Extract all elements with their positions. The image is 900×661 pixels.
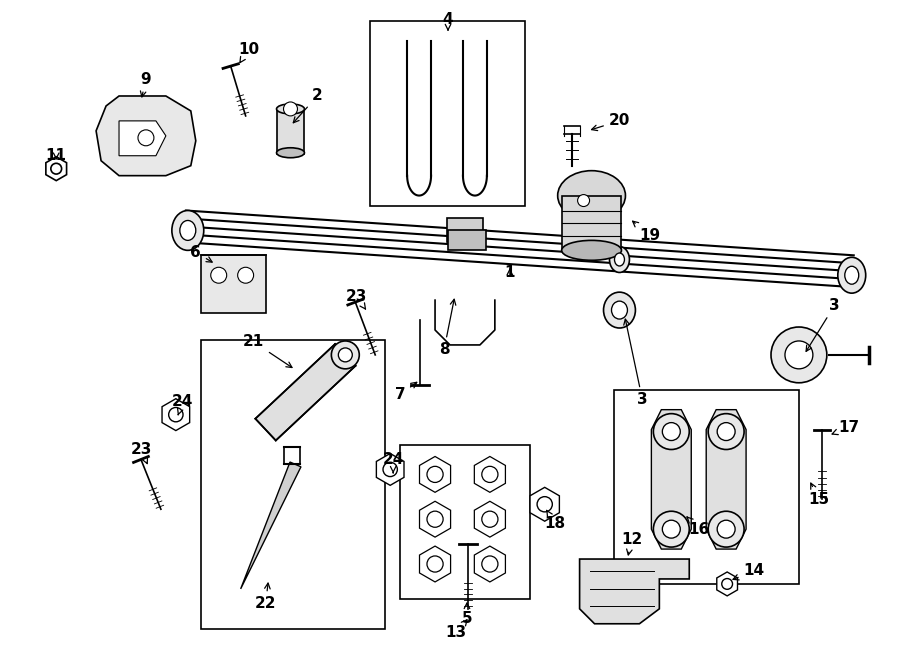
Polygon shape: [474, 501, 506, 537]
Ellipse shape: [558, 171, 626, 221]
Bar: [562, 196, 622, 251]
Polygon shape: [530, 487, 560, 521]
Text: 4: 4: [443, 12, 454, 30]
Bar: [448, 231, 486, 251]
Circle shape: [138, 130, 154, 146]
Text: 1: 1: [505, 265, 515, 280]
Circle shape: [284, 102, 298, 116]
Text: 20: 20: [591, 114, 630, 131]
Polygon shape: [652, 410, 691, 549]
Ellipse shape: [604, 292, 635, 328]
Text: 3: 3: [806, 297, 840, 352]
Polygon shape: [162, 399, 190, 430]
Ellipse shape: [609, 247, 629, 272]
Text: 14: 14: [733, 563, 765, 580]
Text: 13: 13: [446, 620, 467, 641]
Polygon shape: [46, 157, 67, 180]
Bar: [201, 340, 385, 629]
Ellipse shape: [276, 148, 304, 158]
Polygon shape: [474, 457, 506, 492]
Ellipse shape: [611, 301, 627, 319]
Text: 12: 12: [621, 531, 642, 555]
Bar: [447, 219, 483, 243]
Ellipse shape: [838, 257, 866, 293]
Text: 17: 17: [832, 420, 859, 435]
Polygon shape: [376, 453, 404, 485]
Polygon shape: [580, 559, 689, 624]
Polygon shape: [119, 121, 166, 156]
Text: 11: 11: [46, 148, 67, 163]
Polygon shape: [419, 457, 451, 492]
Ellipse shape: [785, 341, 813, 369]
Ellipse shape: [845, 266, 859, 284]
Text: 18: 18: [544, 510, 565, 531]
Bar: [370, 21, 525, 206]
Text: 24: 24: [382, 452, 404, 473]
Ellipse shape: [708, 511, 744, 547]
Ellipse shape: [708, 414, 744, 449]
Ellipse shape: [172, 210, 203, 251]
Polygon shape: [256, 344, 356, 440]
Text: 8: 8: [438, 299, 455, 358]
Polygon shape: [716, 572, 737, 596]
Ellipse shape: [562, 241, 622, 260]
Ellipse shape: [662, 520, 680, 538]
Bar: [201, 255, 266, 313]
Polygon shape: [706, 410, 746, 549]
Polygon shape: [240, 462, 301, 589]
Polygon shape: [474, 546, 506, 582]
Text: 22: 22: [255, 583, 276, 611]
Text: 2: 2: [293, 89, 323, 123]
Text: 5: 5: [462, 603, 472, 626]
Text: 21: 21: [243, 334, 292, 368]
Text: 6: 6: [191, 245, 212, 262]
Polygon shape: [96, 96, 196, 176]
Bar: [615, 390, 799, 584]
Circle shape: [578, 194, 590, 206]
Ellipse shape: [662, 422, 680, 440]
Bar: [276, 109, 304, 154]
Ellipse shape: [331, 341, 359, 369]
Text: 23: 23: [130, 442, 151, 463]
Ellipse shape: [180, 221, 196, 241]
Text: 23: 23: [346, 289, 367, 309]
Polygon shape: [419, 501, 451, 537]
Ellipse shape: [338, 348, 352, 362]
Ellipse shape: [653, 414, 689, 449]
Polygon shape: [419, 546, 451, 582]
Circle shape: [211, 267, 227, 283]
Text: 24: 24: [172, 394, 194, 415]
Ellipse shape: [615, 253, 625, 266]
Bar: [400, 444, 530, 599]
Text: 10: 10: [238, 42, 259, 63]
Ellipse shape: [717, 520, 735, 538]
Text: 15: 15: [808, 483, 830, 507]
Text: 9: 9: [140, 71, 151, 97]
Ellipse shape: [276, 104, 304, 114]
Text: 7: 7: [395, 382, 417, 403]
Ellipse shape: [717, 422, 735, 440]
Text: 19: 19: [633, 221, 660, 243]
Ellipse shape: [771, 327, 827, 383]
Text: 16: 16: [687, 517, 710, 537]
Text: 3: 3: [624, 319, 648, 407]
Ellipse shape: [653, 511, 689, 547]
Circle shape: [238, 267, 254, 283]
